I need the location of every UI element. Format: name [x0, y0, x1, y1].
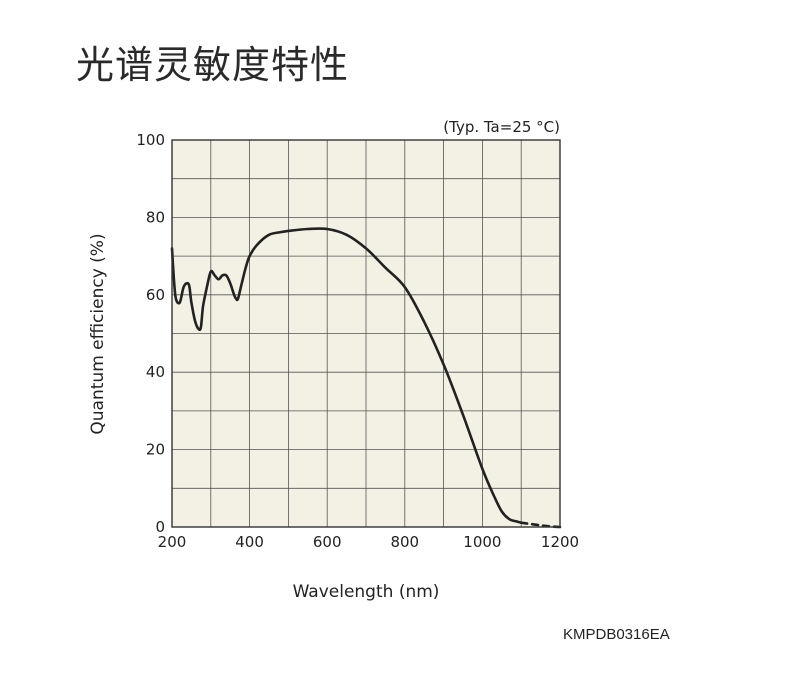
y-tick-label: 0: [155, 518, 165, 536]
x-tick-label: 400: [235, 533, 264, 551]
y-tick-label: 80: [146, 208, 165, 226]
x-tick-label: 1200: [541, 533, 579, 551]
page-title: 光谱灵敏度特性: [76, 43, 350, 87]
y-tick-label: 60: [146, 286, 165, 304]
x-tick-label: 800: [390, 533, 419, 551]
y-axis-label: Quantum efficiency (%): [88, 233, 108, 434]
y-tick-label: 100: [136, 131, 165, 149]
document-code: KMPDB0316EA: [563, 626, 670, 643]
quantum-efficiency-curve: [170, 227, 523, 524]
x-tick-label: 1000: [463, 533, 501, 551]
y-tick-label: 20: [146, 441, 165, 459]
x-axis-label: Wavelength (nm): [293, 582, 440, 602]
plot-frame: [171, 139, 561, 528]
condition-label: (Typ. Ta=25 °C): [443, 118, 560, 136]
x-tick-label: 200: [158, 533, 187, 551]
x-tick-label: 600: [313, 533, 342, 551]
y-tick-label: 40: [146, 363, 165, 381]
